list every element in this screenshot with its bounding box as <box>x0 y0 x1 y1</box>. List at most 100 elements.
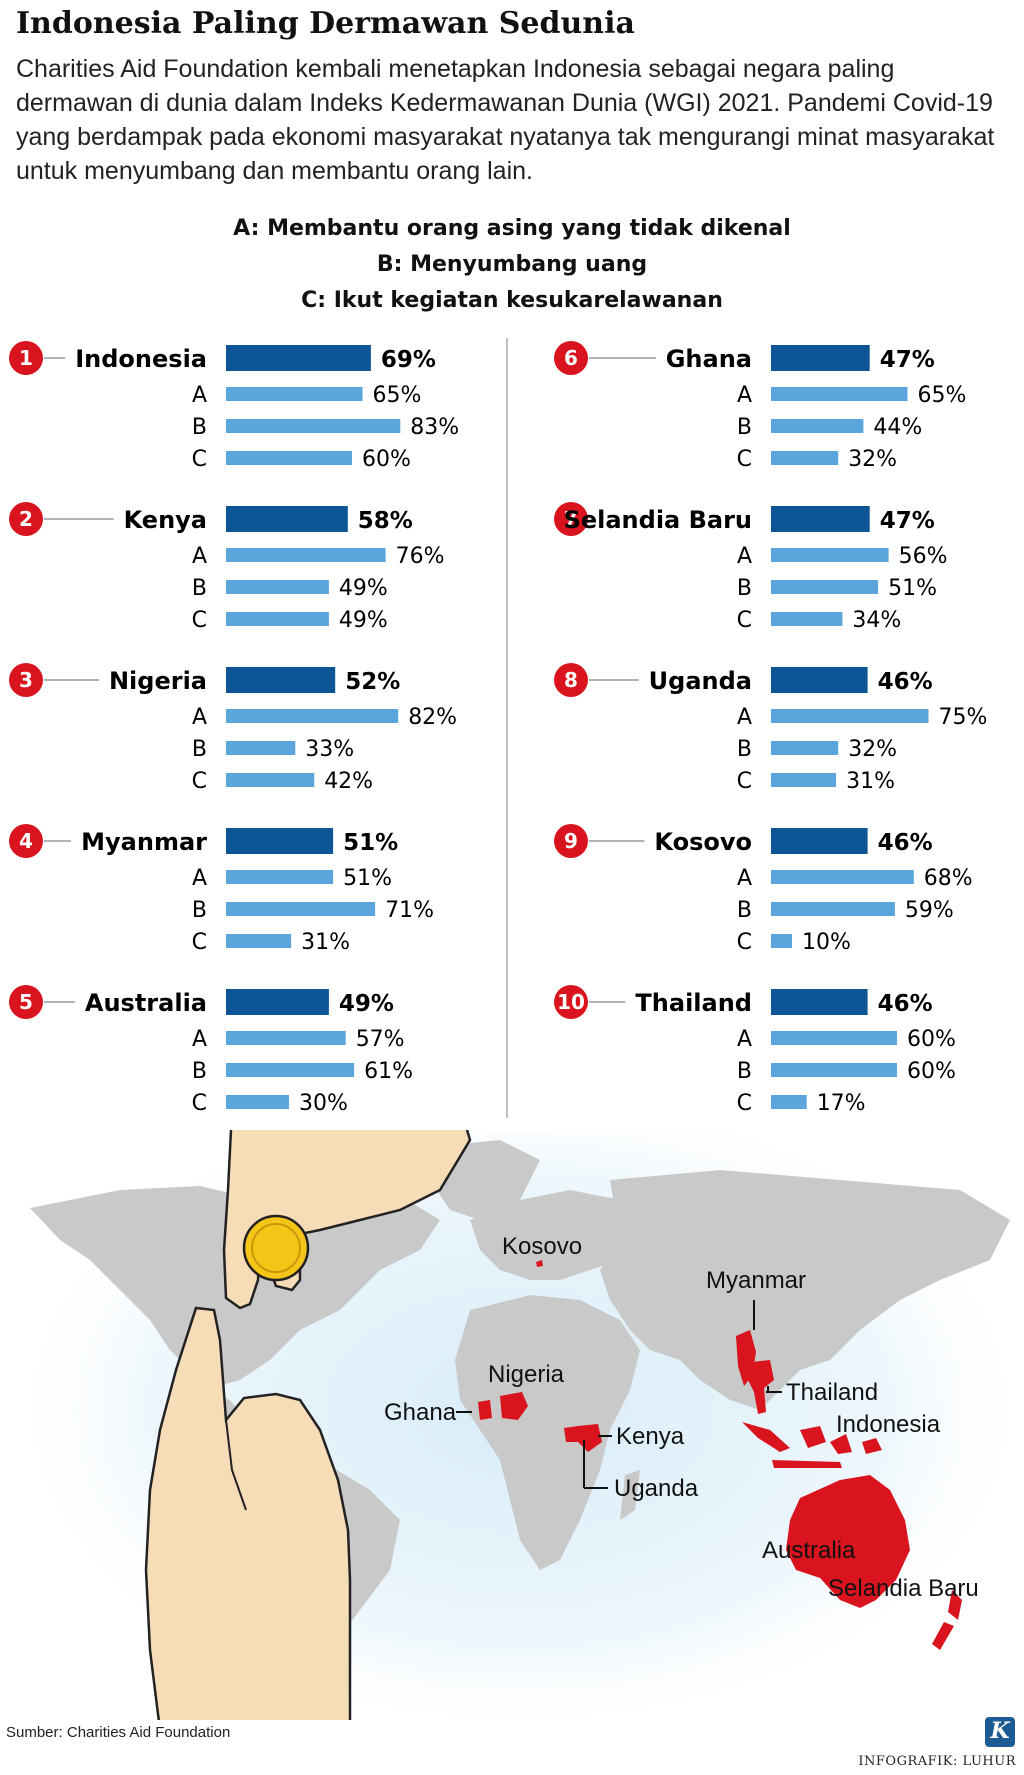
highlight-indonesia <box>742 1422 882 1468</box>
series-label-kenya-c: C <box>192 608 207 633</box>
bar-indonesia-c <box>226 451 352 465</box>
map-label-indonesia: Indonesia <box>836 1411 941 1438</box>
bar-uganda-a <box>771 709 929 723</box>
series-label-nigeria-a: A <box>192 705 207 730</box>
rank-number-ghana: 6 <box>564 346 578 370</box>
bar-selandia-baru-b <box>771 580 879 594</box>
map-label-uganda: Uganda <box>614 1475 699 1502</box>
map-label-myanmar: Myanmar <box>706 1267 806 1294</box>
series-label-australia-b: B <box>192 1059 207 1084</box>
map-label-kosovo: Kosovo <box>502 1233 582 1260</box>
value-label-uganda-c: 31% <box>846 769 895 794</box>
page-title: Indonesia Paling Dermawan Sedunia <box>16 6 635 41</box>
highlight-australia <box>786 1475 910 1608</box>
map-label-selandia-baru: Selandia Baru <box>828 1575 979 1602</box>
bar-australia-b <box>226 1063 355 1077</box>
country-name-australia: Australia <box>85 989 207 1017</box>
bar-uganda-b <box>771 741 839 755</box>
value-label-indonesia-b: 83% <box>410 415 459 440</box>
value-label-selandia-baru-a: 56% <box>899 544 948 569</box>
map-label-nigeria: Nigeria <box>488 1361 565 1388</box>
overall-bar-thailand <box>771 989 868 1015</box>
series-label-thailand-b: B <box>737 1059 752 1084</box>
asia-land <box>600 1170 1010 1410</box>
rank-number-kenya: 2 <box>19 507 33 531</box>
bar-australia-a <box>226 1031 346 1045</box>
series-label-indonesia-b: B <box>192 415 207 440</box>
bar-australia-c <box>226 1095 289 1109</box>
rank-number-australia: 5 <box>19 990 33 1014</box>
value-label-ghana-b: 44% <box>873 415 922 440</box>
world-map: Kosovo Myanmar Thailand Nigeria Ghana Ke… <box>0 1130 1024 1720</box>
series-label-selandia-baru-b: B <box>737 576 752 601</box>
value-label-thailand-c: 17% <box>817 1091 866 1116</box>
bar-nigeria-b <box>226 741 296 755</box>
country-name-uganda: Uganda <box>649 667 752 695</box>
value-label-myanmar-a: 51% <box>343 866 392 891</box>
europe-land <box>470 1190 640 1280</box>
rank-badge-thailand <box>554 985 588 1019</box>
bar-thailand-a <box>771 1031 897 1045</box>
value-label-selandia-baru-c: 34% <box>852 608 901 633</box>
map-label-ghana: Ghana <box>384 1399 457 1426</box>
rank-number-selandia-baru: 7 <box>564 507 578 531</box>
value-label-kenya-a: 76% <box>396 544 445 569</box>
series-label-indonesia-c: C <box>192 447 207 472</box>
overall-label-kosovo: 46% <box>878 830 933 856</box>
source-note: Sumber: Charities Aid Foundation <box>6 1724 231 1741</box>
overall-bar-indonesia <box>226 345 371 371</box>
series-label-ghana-c: C <box>737 447 752 472</box>
overall-bar-uganda <box>771 667 868 693</box>
bar-ghana-b <box>771 419 864 433</box>
rank-number-kosovo: 9 <box>564 829 578 853</box>
highlight-nigeria <box>500 1392 528 1420</box>
value-label-myanmar-c: 31% <box>301 930 350 955</box>
value-label-uganda-b: 32% <box>848 737 897 762</box>
bar-kosovo-b <box>771 902 895 916</box>
value-label-kenya-b: 49% <box>339 576 388 601</box>
overall-bar-kosovo <box>771 828 868 854</box>
overall-label-uganda: 46% <box>878 669 933 695</box>
value-label-kosovo-c: 10% <box>802 930 851 955</box>
country-name-myanmar: Myanmar <box>81 828 207 856</box>
madagascar-land <box>620 1470 640 1520</box>
value-label-kosovo-a: 68% <box>924 866 973 891</box>
lower-hand-finger <box>225 1419 247 1511</box>
bar-ghana-a <box>771 387 908 401</box>
value-label-australia-a: 57% <box>356 1027 405 1052</box>
bar-myanmar-a <box>226 870 334 884</box>
country-name-kosovo: Kosovo <box>654 828 752 856</box>
country-name-indonesia: Indonesia <box>75 345 207 373</box>
africa-land <box>455 1295 640 1570</box>
map-label-thailand: Thailand <box>786 1379 878 1406</box>
value-label-nigeria-b: 33% <box>305 737 354 762</box>
series-label-myanmar-c: C <box>192 930 207 955</box>
rank-number-myanmar: 4 <box>19 829 33 853</box>
series-label-australia-c: C <box>192 1091 207 1116</box>
intro-text: Charities Aid Foundation kembali menetap… <box>16 55 995 185</box>
highlight-uganda <box>564 1426 578 1442</box>
bar-selandia-baru-a <box>771 548 889 562</box>
publisher-logo-letter: K <box>990 1718 1010 1744</box>
value-label-ghana-c: 32% <box>848 447 897 472</box>
rank-badge-ghana <box>554 341 588 375</box>
rank-badge-uganda <box>554 663 588 697</box>
bar-nigeria-a <box>226 709 399 723</box>
legend-c: C: Ikut kegiatan kesukarelawanan <box>301 288 723 313</box>
value-label-selandia-baru-b: 51% <box>888 576 937 601</box>
bar-myanmar-c <box>226 934 292 948</box>
infographic-credit: INFOGRAFIK: LUHUR <box>858 1754 1016 1769</box>
overall-bar-kenya <box>226 506 348 532</box>
overall-label-australia: 49% <box>339 991 394 1017</box>
bar-nigeria-c <box>226 773 315 787</box>
overall-bar-selandia-baru <box>771 506 870 532</box>
value-label-australia-c: 30% <box>299 1091 348 1116</box>
value-label-uganda-a: 75% <box>939 705 988 730</box>
overall-label-ghana: 47% <box>880 347 935 373</box>
bar-thailand-b <box>771 1063 897 1077</box>
value-label-kenya-c: 49% <box>339 608 388 633</box>
map-label-australia: Australia <box>762 1537 856 1564</box>
highlight-kosovo <box>536 1260 543 1267</box>
series-label-kenya-b: B <box>192 576 207 601</box>
country-name-kenya: Kenya <box>124 506 207 534</box>
